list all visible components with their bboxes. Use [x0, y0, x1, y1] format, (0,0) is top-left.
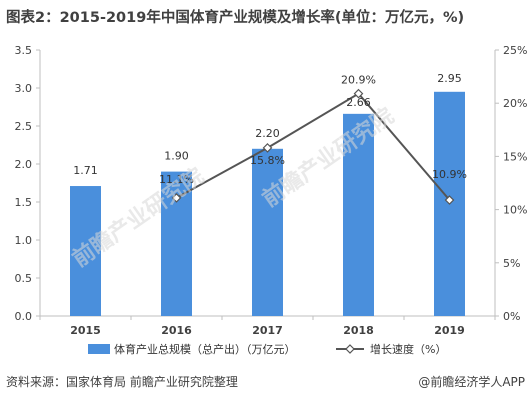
- x-tick-label: 2018: [343, 324, 374, 337]
- y-right-tick-label: 5%: [503, 257, 520, 270]
- bar-value-label: 2.95: [437, 72, 462, 85]
- growth-value-label: 11.1%: [159, 173, 194, 186]
- growth-marker: [353, 88, 364, 99]
- bar: [343, 113, 374, 316]
- legend-swatch-bar: [88, 344, 110, 354]
- y-left-tick-label: 1.5: [15, 196, 33, 209]
- y-right-tick-label: 15%: [503, 150, 527, 163]
- bar-value-label: 2.66: [346, 96, 371, 109]
- y-right-tick-label: 10%: [503, 204, 527, 217]
- legend-label-bar: 体育产业总规模（总产出）（万亿元）: [114, 342, 296, 356]
- y-right-tick-label: 20%: [503, 97, 527, 110]
- bar-value-label: 1.90: [164, 150, 189, 163]
- y-left-tick-label: 2.0: [15, 158, 33, 171]
- brand-credit: @前瞻经济学人APP: [418, 375, 525, 389]
- bar: [70, 186, 101, 316]
- chart-title: 图表2：2015-2019年中国体育产业规模及增长率(单位：万亿元，%): [6, 10, 465, 26]
- y-right-tick-label: 25%: [503, 44, 527, 57]
- growth-marker: [171, 193, 182, 203]
- growth-marker: [444, 195, 455, 205]
- y-left-tick-label: 2.5: [15, 120, 33, 133]
- source-note: 资料来源：国家体育局 前瞻产业研究院整理: [6, 375, 238, 389]
- growth-value-label: 10.9%: [432, 168, 467, 181]
- y-right-tick-label: 0%: [503, 310, 520, 323]
- growth-value-label: 20.9%: [341, 74, 376, 87]
- growth-value-label: 15.8%: [250, 154, 285, 167]
- x-tick-label: 2016: [161, 324, 192, 337]
- legend-swatch-marker: [345, 344, 355, 354]
- growth-marker: [262, 143, 273, 153]
- y-left-tick-label: 0.0: [15, 310, 33, 323]
- y-left-tick-label: 1.0: [15, 234, 33, 247]
- x-tick-label: 2019: [434, 324, 465, 337]
- y-left-tick-label: 0.5: [15, 272, 33, 285]
- y-left-tick-label: 3.5: [15, 44, 33, 57]
- x-tick-label: 2017: [252, 324, 283, 337]
- growth-line: [176, 92, 451, 201]
- legend-label-line: 增长速度（%）: [370, 342, 446, 356]
- y-left-tick-label: 3.0: [15, 82, 33, 95]
- bar: [252, 148, 283, 316]
- bar-value-label: 1.71: [73, 164, 98, 177]
- bar-value-label: 2.20: [255, 127, 280, 140]
- x-tick-label: 2015: [70, 324, 101, 337]
